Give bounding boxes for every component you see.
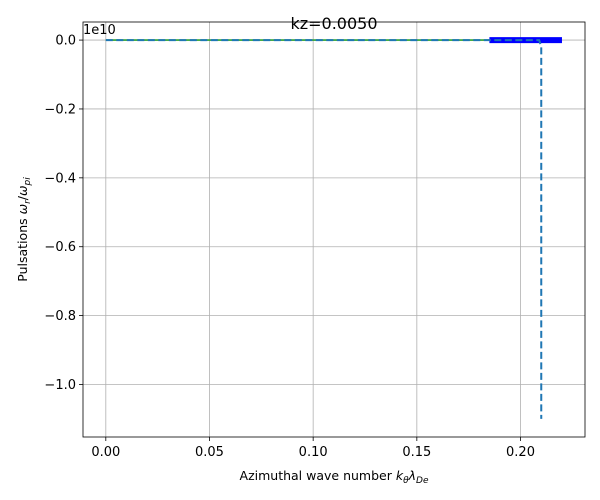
y-tick-label: −0.2	[44, 102, 76, 117]
y-tick-label: 0.0	[55, 34, 76, 49]
plot-frame	[82, 21, 586, 438]
y-tick-label: −0.8	[44, 309, 76, 324]
x-tick-label: 0.10	[299, 445, 328, 460]
x-tick-label: 0.05	[195, 445, 224, 460]
ticks: 0.00 0.05 0.10 0.15 0.20 0.0 −0.2 −0.4 −0.6 −0.8 −…	[44, 34, 535, 460]
y-tick-label: −0.4	[44, 171, 76, 186]
x-tick-label: 0.15	[402, 445, 431, 460]
x-tick-label: 0.00	[91, 445, 120, 460]
series-layer	[105, 37, 562, 419]
x-axis-label: Azimuthal wave number kθλDe	[240, 468, 429, 486]
y-tick-label: −1.0	[44, 378, 76, 393]
y-offset-text: 1e10	[83, 23, 116, 38]
series-line	[105, 39, 543, 419]
x-tick-label: 0.20	[506, 445, 535, 460]
chart-title: kz=0.0050	[290, 14, 377, 33]
y-axis-label: Pulsations ωr/ωpi	[15, 177, 33, 282]
y-tick-label: −0.6	[44, 240, 76, 255]
grid	[83, 22, 585, 437]
